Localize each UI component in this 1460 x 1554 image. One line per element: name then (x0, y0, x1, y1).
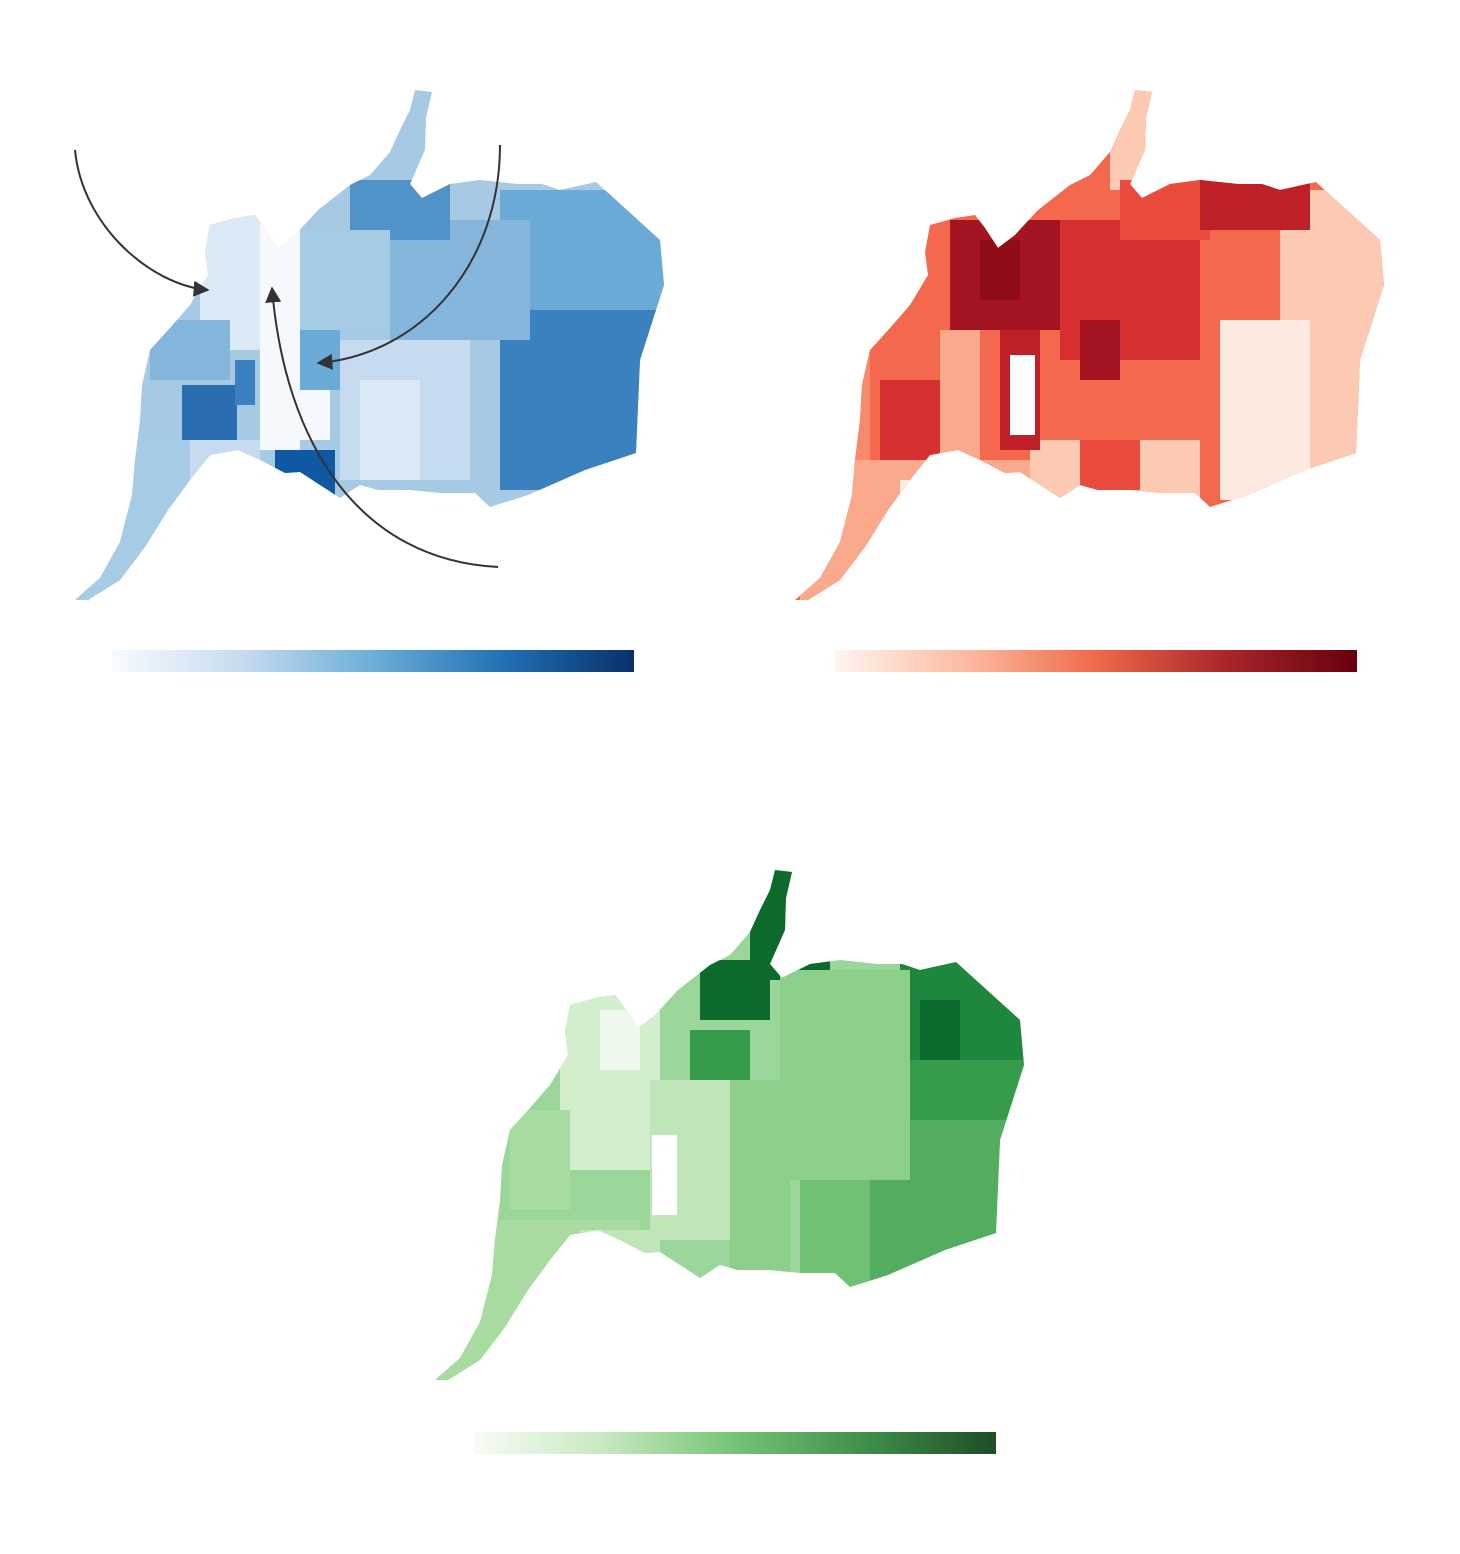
annotation-arrow-2 (316, 144, 501, 370)
choropleth-map-green (435, 870, 1024, 1380)
map-panel-blue (60, 80, 680, 620)
map-regions-red (795, 90, 1384, 600)
color-scale-bar-blue (112, 650, 634, 672)
annotation-arrows (74, 144, 501, 568)
map-panel-green (420, 860, 1040, 1400)
map-panel-red (780, 80, 1400, 620)
color-scale-bar-green (474, 1432, 996, 1454)
annotation-arrow-3 (265, 286, 499, 568)
color-scale-bar-red (835, 650, 1357, 672)
map-regions-green (435, 870, 1024, 1380)
map-regions-blue (75, 90, 664, 600)
choropleth-map-blue (74, 90, 664, 600)
cutout-area (1010, 355, 1035, 435)
choropleth-map-red (795, 90, 1384, 600)
cutout-area (652, 1135, 677, 1215)
annotation-arrow-1 (74, 149, 210, 297)
